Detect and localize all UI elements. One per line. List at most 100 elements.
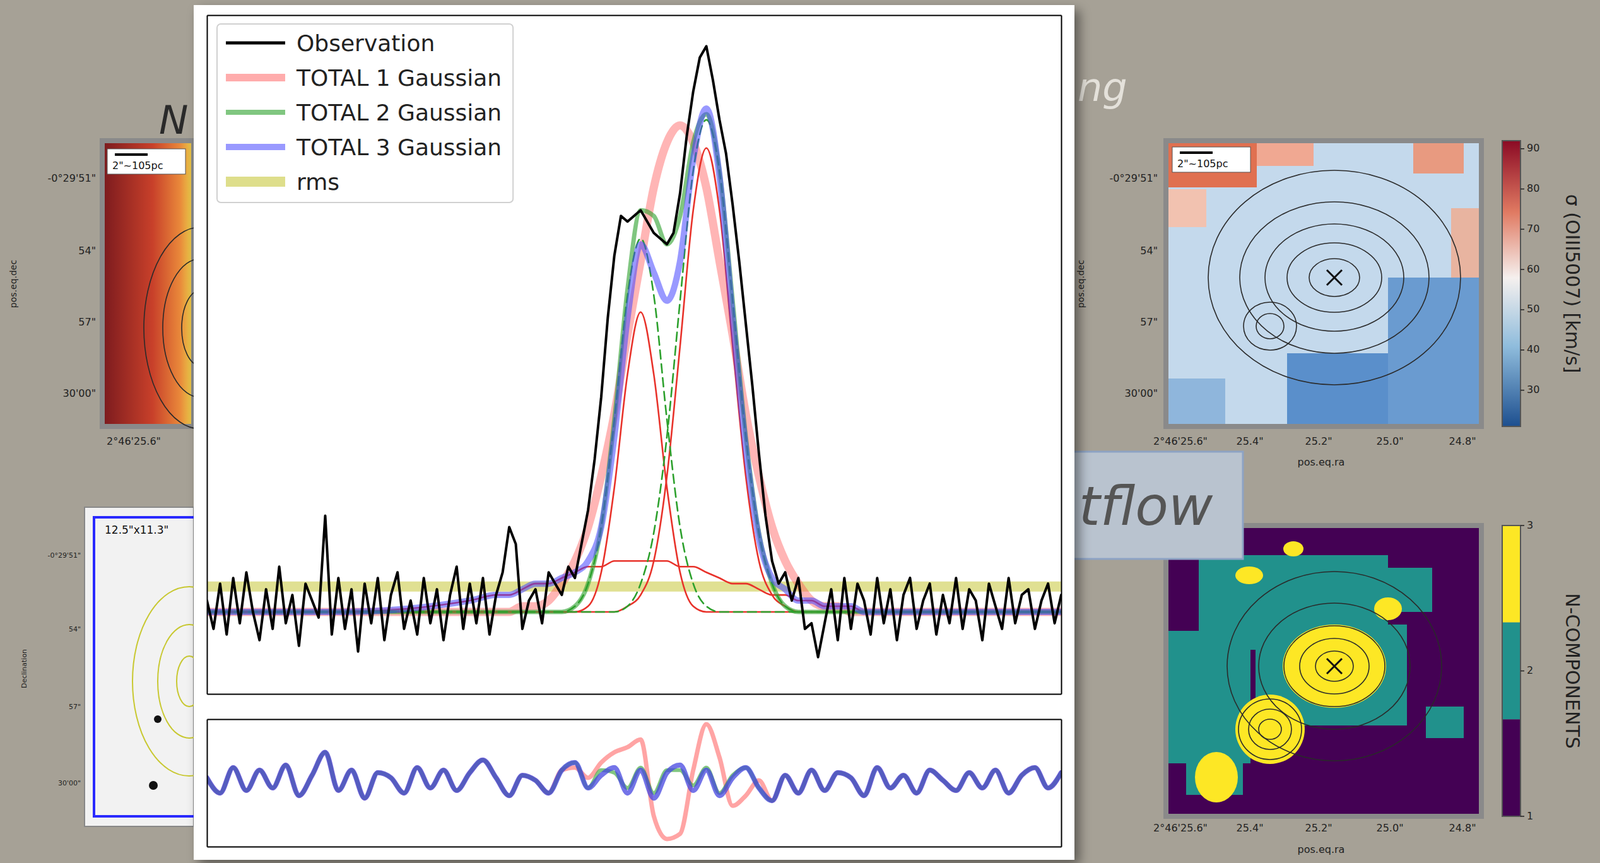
component-line — [206, 238, 1062, 612]
colorbar-tick — [1520, 815, 1525, 818]
colorbar-tick — [1520, 268, 1525, 271]
contour — [1258, 603, 1411, 730]
map-tick-label: 2°46'25.6" — [106, 435, 161, 448]
map-axis-title: pos.eq.dec — [8, 259, 19, 308]
axis-left — [206, 15, 208, 695]
colorbar-title: σ (OIII5007) [km/s] — [1561, 194, 1584, 374]
contour — [1238, 699, 1302, 760]
map-image — [1165, 140, 1482, 427]
callout-box — [1061, 451, 1243, 559]
scale-bar-label: 2"~105pc — [1177, 157, 1228, 170]
axis-top — [207, 719, 1062, 720]
map-patch — [1194, 752, 1238, 803]
slide: Nng2"~105pc-0°29'51"54"57"30'00"2°46'25.… — [0, 0, 1600, 863]
map-tick-label: 2°46'25.6" — [1153, 435, 1208, 448]
axis-right — [1061, 719, 1062, 848]
colorbar-tick — [1520, 670, 1525, 672]
colorbar-tick-label: 70 — [1526, 222, 1540, 235]
marker — [1326, 658, 1342, 674]
contour — [1287, 242, 1382, 313]
colorbar-tick — [1520, 389, 1525, 392]
background — [0, 0, 1600, 863]
contour — [1227, 571, 1442, 761]
map-tick-label: -0°29'51" — [47, 551, 81, 560]
contour — [1299, 638, 1370, 695]
map-axis-title: pos.eq.ra — [1297, 843, 1346, 856]
map-tick-label: 24.8" — [1449, 435, 1477, 448]
colorbar-tick-label: 3 — [1526, 519, 1534, 532]
legend-swatch — [225, 143, 286, 151]
colorbar-tick-label: 30 — [1526, 383, 1540, 396]
series-line — [206, 724, 1062, 840]
series-line — [206, 46, 1062, 657]
series-line — [206, 114, 1062, 612]
scale-bar-box — [107, 148, 186, 175]
map-tick-label: 30'00" — [1124, 387, 1158, 400]
map-tick-label: 54" — [1140, 244, 1158, 257]
map-tick-label: 25.2" — [1305, 435, 1333, 448]
series-line — [206, 581, 1062, 592]
colorbar — [1502, 719, 1521, 817]
star — [153, 715, 162, 724]
map-patch — [1168, 378, 1226, 427]
colorbar-title: N-COMPONENTS — [1561, 593, 1584, 749]
contour — [1264, 223, 1404, 332]
component-line — [206, 148, 1062, 612]
series-line — [206, 752, 1062, 802]
axis-line — [206, 15, 209, 695]
colorbar — [1502, 622, 1521, 720]
colorbar-tick — [1520, 188, 1525, 190]
axis-line — [206, 719, 209, 848]
legend-label: TOTAL 1 Gaussian — [295, 64, 502, 91]
contour — [1243, 302, 1297, 351]
legend-box — [217, 23, 513, 203]
legend: ObservationTOTAL 1 GaussianTOTAL 2 Gauss… — [217, 23, 513, 203]
map-tick-label: -0°29'51" — [47, 172, 96, 185]
marker — [1326, 270, 1342, 286]
legend-swatch — [225, 176, 286, 187]
axis-bottom — [207, 846, 1062, 848]
legend-label: TOTAL 3 Gaussian — [295, 134, 502, 161]
map-patch — [1256, 143, 1314, 166]
plot — [206, 724, 1062, 840]
callout-text: tflow — [1078, 474, 1214, 538]
field-box — [94, 517, 202, 817]
component-line — [206, 312, 1062, 612]
colorbar-tick-label: 40 — [1526, 343, 1540, 356]
colorbar-tick-label: 60 — [1526, 263, 1540, 276]
map-patch — [1413, 143, 1464, 174]
legend-swatch — [225, 73, 286, 82]
map-frame — [1165, 525, 1482, 817]
legend-label: TOTAL 2 Gaussian — [295, 99, 502, 126]
series-line — [206, 108, 1062, 612]
map-frame — [1165, 140, 1482, 427]
colorbar-tick-label: 90 — [1526, 141, 1540, 154]
contour — [1256, 313, 1284, 339]
heading: ng — [1077, 64, 1128, 111]
scale-bar — [1179, 151, 1213, 154]
axis-top — [207, 15, 1062, 16]
map: 2°46'25.6"25.4"25.2"25.0"24.8"pos.eq.ra1… — [1153, 519, 1583, 857]
map-tick-label: 30'00" — [58, 779, 81, 788]
map-tick-label: 57" — [68, 702, 81, 712]
chart-panel — [193, 5, 1075, 860]
map-patch — [1425, 706, 1464, 739]
axis-right — [1061, 15, 1062, 695]
colorbar-tick — [1520, 148, 1525, 150]
contour — [1258, 719, 1282, 740]
map-image — [84, 507, 194, 827]
component-line — [206, 119, 1062, 612]
scale-bar — [114, 153, 148, 156]
map-image — [1165, 525, 1482, 817]
colorbar-tick-label: 1 — [1526, 810, 1534, 823]
axis-line — [207, 846, 1062, 848]
contour — [1283, 625, 1385, 707]
contour — [1315, 651, 1354, 682]
map-tick-label: 25.0" — [1376, 822, 1404, 835]
map-tick-label: 30'00" — [63, 387, 96, 400]
legend-swatch — [225, 109, 286, 115]
map-patch — [1168, 630, 1251, 764]
map: 2"~105pc-0°29'51"54"57"30'00"2°46'25.6"2… — [1075, 140, 1584, 469]
colorbar-frame — [1502, 140, 1521, 427]
axis-left — [206, 719, 208, 848]
